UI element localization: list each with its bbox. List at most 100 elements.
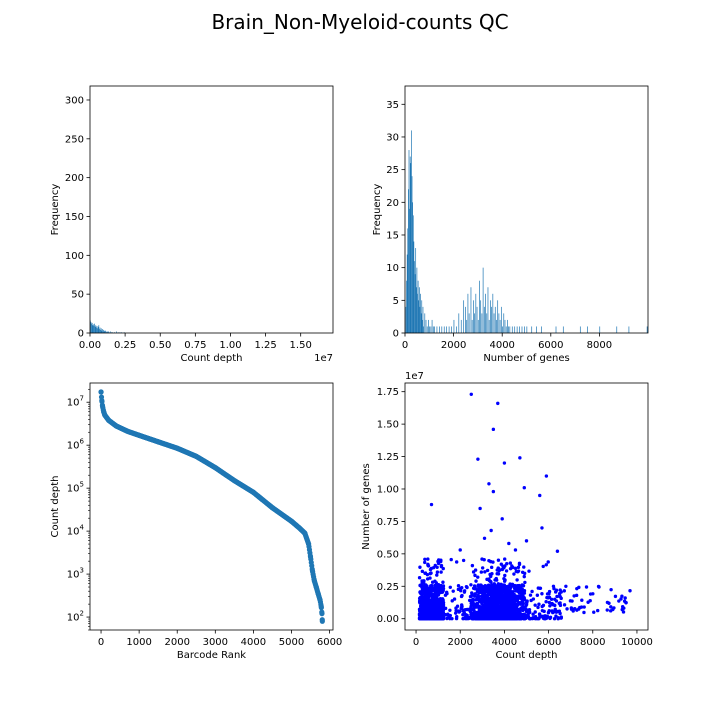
scatter-point bbox=[420, 599, 425, 604]
scatter-point bbox=[507, 594, 511, 598]
histogram-bar bbox=[599, 326, 601, 333]
scatter-point bbox=[515, 597, 520, 602]
rank-point bbox=[311, 578, 317, 584]
rank-point bbox=[125, 428, 131, 434]
histogram-bar bbox=[646, 326, 648, 333]
histogram-bar bbox=[96, 326, 98, 333]
scatter-point bbox=[474, 598, 478, 602]
scatter-point bbox=[617, 599, 621, 603]
histogram-bar bbox=[473, 300, 474, 333]
y-tick-label: 15 bbox=[386, 230, 399, 241]
histogram-bar bbox=[102, 331, 104, 333]
scatter-point bbox=[449, 557, 453, 562]
rank-point bbox=[269, 505, 276, 511]
scatter-point bbox=[557, 592, 562, 596]
histogram-bar bbox=[509, 326, 511, 333]
scatter-point bbox=[506, 607, 510, 611]
histogram-bar bbox=[425, 319, 427, 333]
histogram-bar bbox=[90, 322, 92, 333]
histogram-bar bbox=[429, 326, 430, 333]
histogram-bar bbox=[115, 331, 117, 333]
rank-point bbox=[155, 439, 161, 445]
scatter-point bbox=[494, 601, 498, 606]
scatter-point bbox=[504, 569, 509, 573]
histogram-bar bbox=[467, 293, 469, 333]
depth-vs-genes-panel: 0 2000 4000 6000 8000 10000 0.00 0.25 0.50 0.75 1.… bbox=[361, 371, 653, 661]
scatter-point bbox=[524, 600, 529, 605]
histogram-bar bbox=[96, 327, 97, 333]
histogram-bar bbox=[448, 326, 450, 333]
scatter-point bbox=[477, 590, 482, 595]
histogram-bar bbox=[465, 306, 466, 333]
scatter-point bbox=[502, 579, 507, 583]
histogram-bar bbox=[91, 323, 92, 333]
histogram-bar bbox=[419, 306, 421, 333]
y-tick-label: 250 bbox=[65, 134, 84, 145]
y-tick-label: 10 bbox=[386, 263, 399, 274]
scatter-point bbox=[545, 595, 549, 600]
x-tick-label: 6000 bbox=[536, 637, 561, 648]
x-tick-label: 10000 bbox=[621, 637, 653, 648]
scatter-point bbox=[495, 588, 500, 592]
scatter-point bbox=[522, 571, 527, 576]
scatter-point bbox=[503, 573, 507, 578]
histogram-bar bbox=[474, 313, 475, 333]
histogram-bar bbox=[492, 293, 494, 333]
histogram-bar bbox=[413, 241, 415, 333]
y-tick-label: 300 bbox=[65, 95, 84, 106]
scatter-point bbox=[440, 614, 445, 618]
x-axis-label: Count depth bbox=[181, 353, 243, 364]
rank-point bbox=[193, 453, 199, 459]
scatter-point bbox=[533, 603, 537, 607]
histogram-bar bbox=[99, 327, 101, 333]
scatter-point bbox=[418, 610, 423, 615]
rank-point bbox=[98, 389, 104, 395]
scatter-point bbox=[562, 603, 567, 607]
scatter-point bbox=[544, 474, 549, 478]
histogram-bar bbox=[410, 163, 412, 333]
x-tick-label: 4000 bbox=[492, 637, 517, 648]
scatter-point bbox=[507, 541, 511, 546]
scatter-point bbox=[476, 583, 481, 587]
scatter-point bbox=[491, 489, 496, 494]
scatter-point bbox=[515, 584, 520, 588]
scatter-point bbox=[620, 594, 624, 598]
scatter-point bbox=[503, 557, 507, 561]
scatter-point bbox=[473, 586, 477, 590]
scatter-point bbox=[478, 617, 482, 621]
scatter-point bbox=[428, 576, 432, 580]
scatter-point bbox=[505, 610, 509, 614]
histogram-bar bbox=[100, 328, 102, 333]
scatter-point bbox=[467, 598, 472, 603]
scatter-point bbox=[482, 536, 487, 540]
scatter-point bbox=[458, 548, 462, 552]
scatter-point bbox=[588, 592, 593, 596]
scatter-point bbox=[565, 607, 569, 611]
scatter-point bbox=[472, 606, 476, 610]
histogram-bar bbox=[616, 326, 618, 333]
scatter-point bbox=[433, 613, 438, 618]
scatter-point bbox=[483, 570, 487, 574]
scatter-point bbox=[502, 597, 507, 602]
scatter-point bbox=[517, 611, 522, 615]
y-offset-label: 1e7 bbox=[405, 371, 424, 382]
scatter-point bbox=[443, 612, 447, 617]
scatter-point bbox=[540, 608, 545, 613]
scatter-point bbox=[494, 592, 498, 597]
figure-title: Brain_Non-Myeloid-counts QC bbox=[211, 10, 508, 34]
scatter-point bbox=[429, 502, 434, 507]
scatter-point bbox=[498, 610, 503, 615]
scatter-point bbox=[470, 563, 475, 568]
scatter-point bbox=[451, 589, 455, 593]
scatter-point bbox=[511, 616, 515, 621]
scatter-point bbox=[435, 596, 439, 600]
rank-point bbox=[250, 489, 256, 495]
y-tick-label: 102 bbox=[67, 610, 84, 624]
scatter-point bbox=[557, 594, 562, 598]
x-tick-label: 0.75 bbox=[184, 340, 206, 351]
histogram-bar bbox=[431, 319, 433, 333]
x-tick-label: 5000 bbox=[279, 637, 304, 648]
scatter-point bbox=[425, 572, 430, 577]
y-axis-label: Count depth bbox=[50, 476, 61, 538]
rank-point bbox=[106, 417, 112, 423]
